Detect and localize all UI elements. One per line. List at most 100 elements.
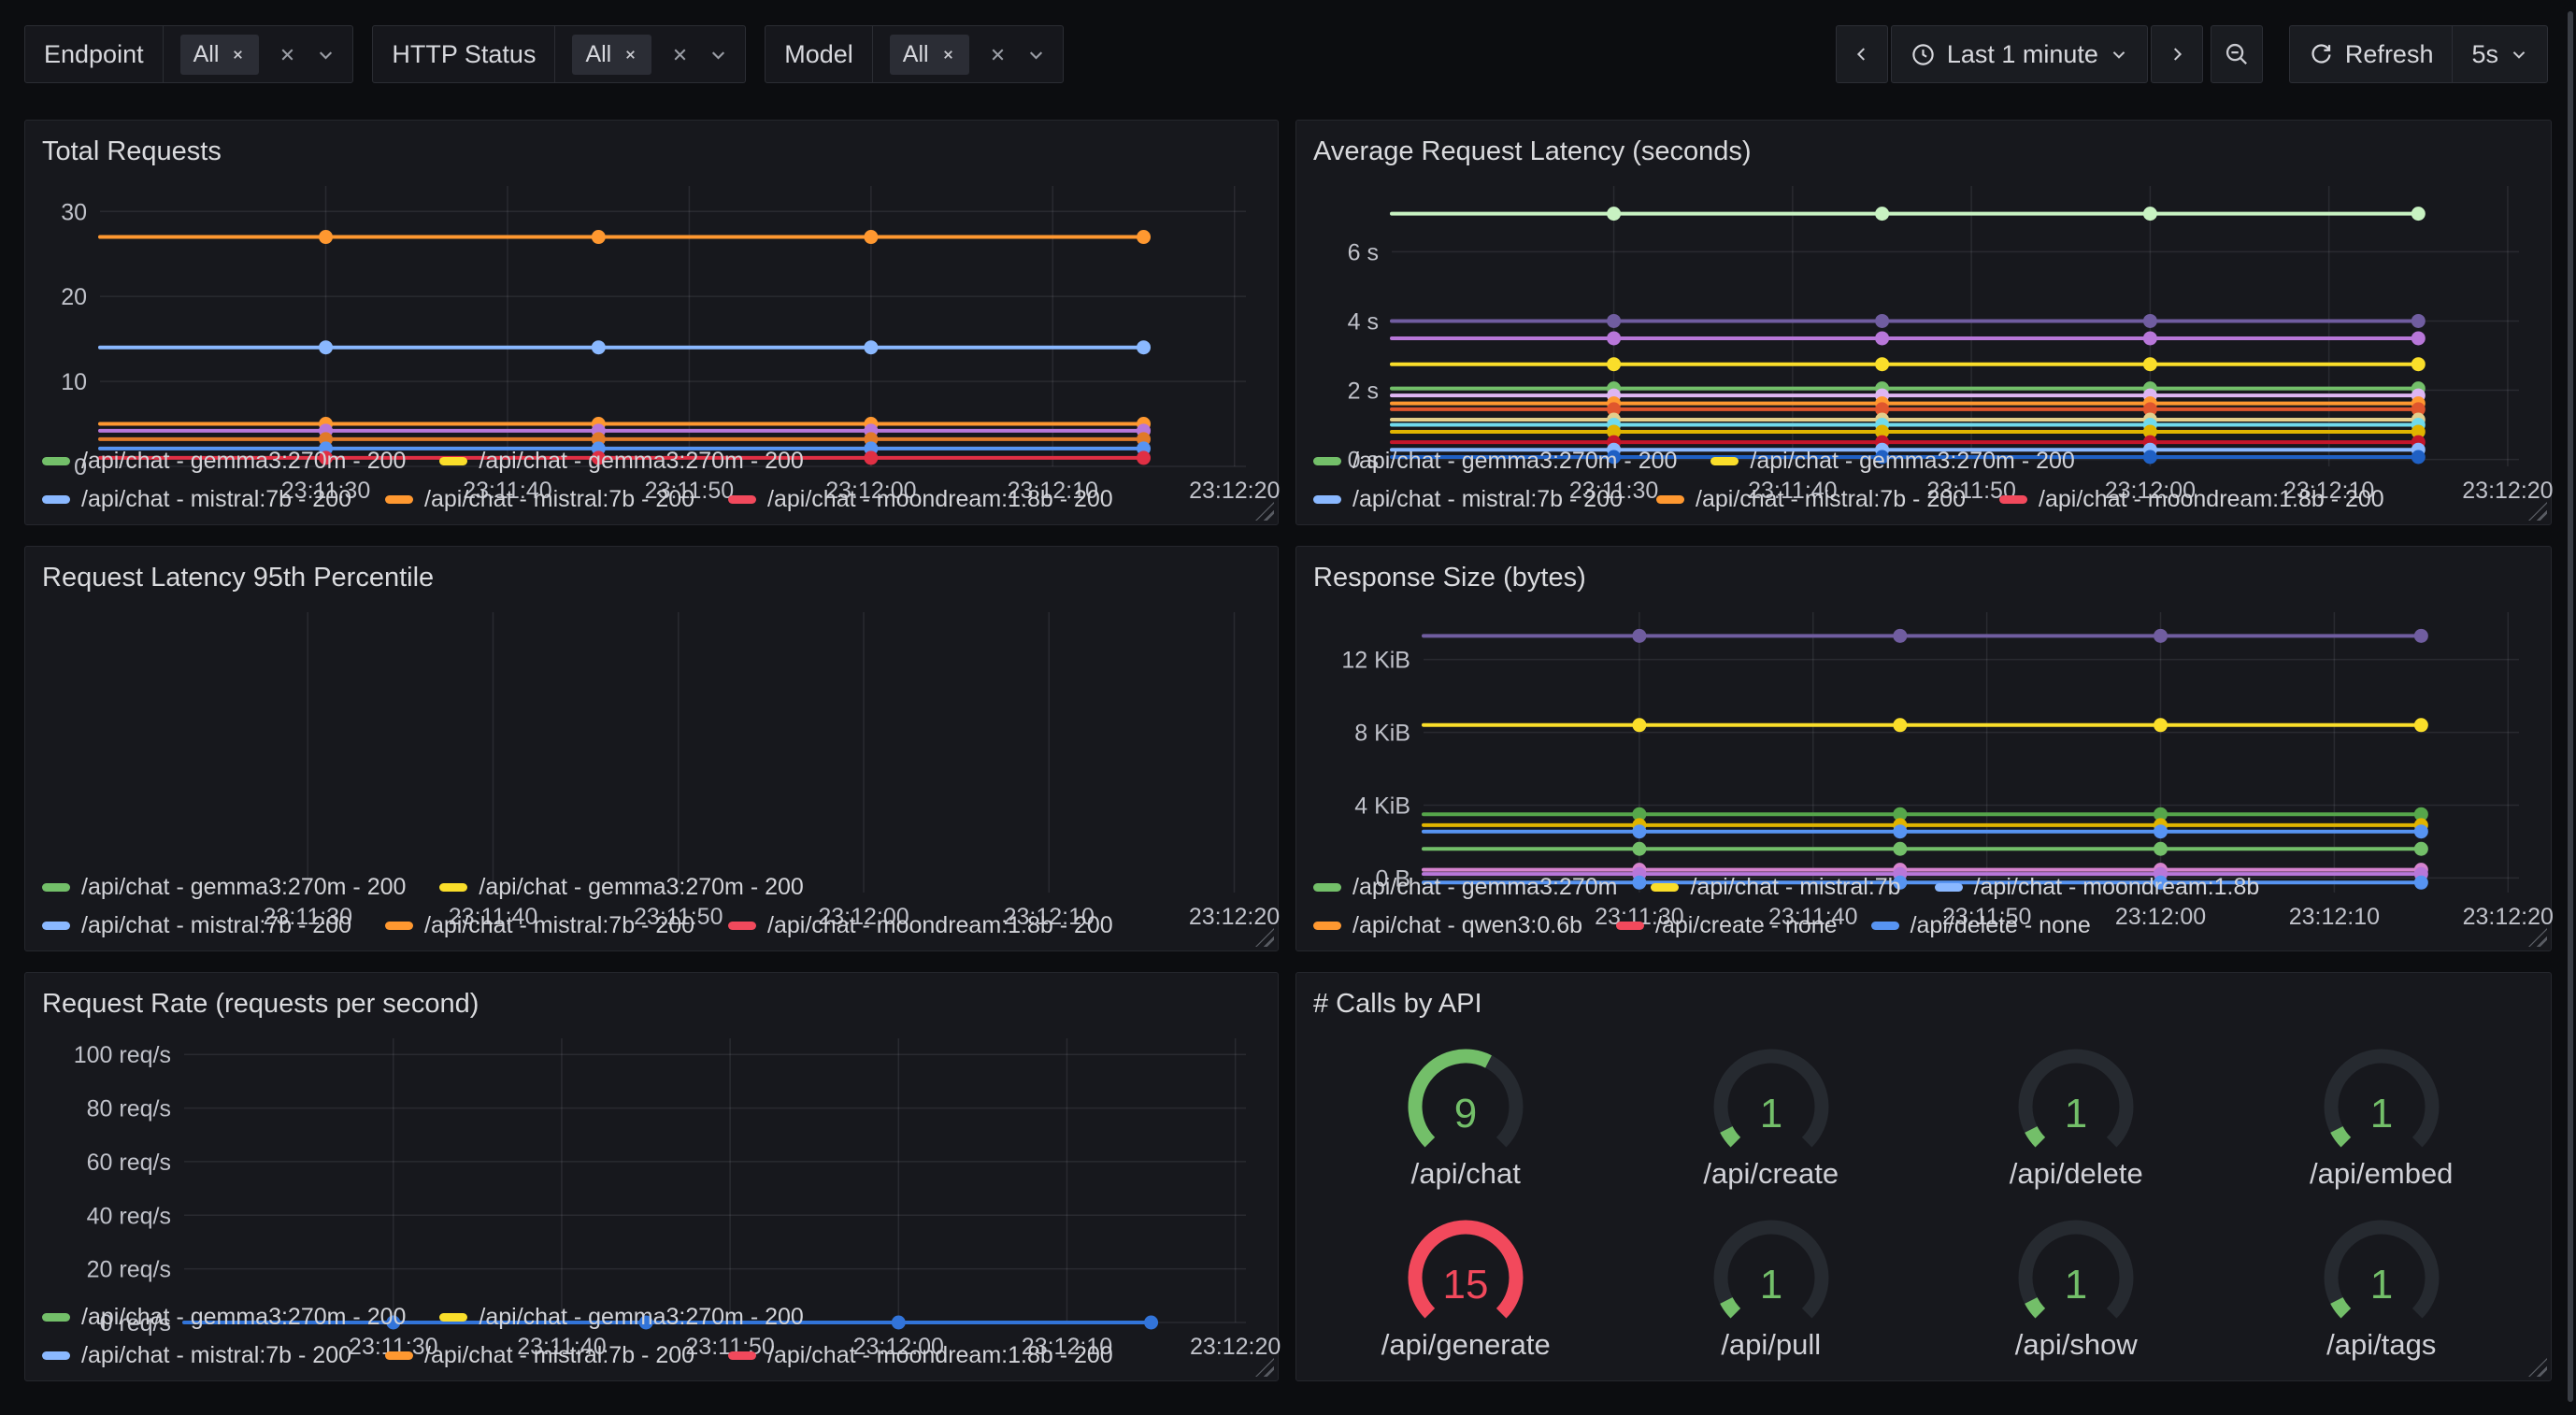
legend-swatch-icon xyxy=(42,922,70,930)
legend-item[interactable]: /api/chat - mistral:7b - 200 xyxy=(42,912,351,939)
legend-item[interactable]: /api/chat - moondream:1.8b - 200 xyxy=(728,1342,1113,1369)
legend-label: /api/chat - moondream:1.8b - 200 xyxy=(767,1342,1113,1368)
legend-item[interactable]: /api/chat - mistral:7b - 200 xyxy=(1313,486,1623,513)
gauge-api-embed: 1/api/embed xyxy=(2307,1036,2456,1191)
svg-text:20: 20 xyxy=(61,284,87,310)
legend-item[interactable]: /api/chat - mistral:7b - 200 xyxy=(385,912,694,939)
filter-http-status[interactable]: HTTP Status All xyxy=(372,25,747,83)
legend-item[interactable]: /api/chat - gemma3:270m - 200 xyxy=(439,448,804,475)
gauge-api-chat: 9/api/chat xyxy=(1391,1036,1540,1191)
svg-text:23:11:50: 23:11:50 xyxy=(1942,904,2031,930)
legend-item[interactable]: /api/chat - gemma3:270m - 200 xyxy=(42,1304,406,1331)
filter-clear-icon[interactable] xyxy=(988,45,1008,64)
panel-average-request-latency: Average Request Latency (seconds) 0 s 2 s… xyxy=(1295,120,2554,525)
filter-chip[interactable]: All xyxy=(179,34,260,75)
panel-title[interactable]: Request Latency 95th Percentile xyxy=(42,562,435,593)
legend-swatch-icon xyxy=(1870,922,1899,930)
filter-value-area[interactable]: All xyxy=(873,26,1063,82)
legend-item[interactable]: /api/chat - gemma3:270m - 200 xyxy=(439,874,804,901)
chart-total-requests[interactable]: 0 10 20 30 23:11:30 23:11:40 23:11:50 23:12:00 2… xyxy=(42,175,1280,504)
legend-row: /api/chat - mistral:7b - 200/api/chat - … xyxy=(42,486,1261,513)
gauge-value: 15 xyxy=(1443,1262,1489,1308)
legend-item[interactable]: /api/chat - mistral:7b - 200 xyxy=(1656,486,1966,513)
legend-item[interactable]: /api/chat - gemma3:270m - 200 xyxy=(1313,448,1677,475)
legend-item[interactable]: /api/chat - gemma3:270m xyxy=(1313,874,1617,901)
time-forward-button[interactable] xyxy=(2150,25,2203,83)
filter-chip[interactable]: All xyxy=(889,34,969,75)
gauge-label: /api/delete xyxy=(2009,1156,2143,1190)
chart-request-latency-p95[interactable]: 23:11:30 23:11:40 23:11:50 23:12:00 23:12:10… xyxy=(42,601,1280,930)
refresh-interval-dropdown[interactable]: 5s xyxy=(2452,25,2548,83)
legend-item[interactable]: /api/chat - mistral:7b - 200 xyxy=(385,486,694,513)
filter-clear-icon[interactable] xyxy=(278,45,297,64)
legend-item[interactable]: /api/chat - mistral:7b - 200 xyxy=(385,1342,694,1369)
filter-chip[interactable]: All xyxy=(572,34,652,75)
filter-value-area[interactable]: All xyxy=(164,26,353,82)
svg-text:23:12:00: 23:12:00 xyxy=(2105,478,2196,504)
legend-item[interactable]: /api/chat - qwen3:0.6b xyxy=(1313,912,1582,939)
chip-remove-icon[interactable] xyxy=(940,47,956,63)
legend-item[interactable]: /api/chat - mistral:7b - 200 xyxy=(42,486,351,513)
svg-text:4 s: 4 s xyxy=(1348,308,1379,335)
zoom-out-button[interactable] xyxy=(2210,25,2263,83)
chevron-down-icon[interactable] xyxy=(316,45,336,64)
legend-item[interactable]: /api/chat - moondream:1.8b - 200 xyxy=(728,912,1113,939)
legend-item[interactable]: /api/chat - moondream:1.8b - 200 xyxy=(1999,486,2384,513)
gauge-arc: 15 xyxy=(1408,1220,1524,1318)
chevron-down-icon[interactable] xyxy=(1026,45,1046,64)
legend-swatch-icon xyxy=(728,495,757,504)
svg-text:23:12:10: 23:12:10 xyxy=(1004,904,1095,930)
legend-item[interactable]: /api/chat - gemma3:270m - 200 xyxy=(42,448,406,475)
legend-label: /api/chat - mistral:7b - 200 xyxy=(424,912,695,938)
time-controls: Last 1 minute Refresh 5s xyxy=(1835,25,2548,83)
legend-label: /api/chat - mistral:7b - 200 xyxy=(1696,486,1967,512)
legend-item[interactable]: /api/chat - gemma3:270m - 200 xyxy=(42,874,406,901)
legend-item[interactable]: /api/chat - gemma3:270m - 200 xyxy=(1710,448,2075,475)
svg-text:23:12:00: 23:12:00 xyxy=(825,478,916,504)
svg-text:23:11:30: 23:11:30 xyxy=(1569,478,1658,504)
refresh-button[interactable]: Refresh xyxy=(2288,25,2453,83)
legend-item[interactable]: /api/chat - mistral:7b xyxy=(1651,874,1901,901)
time-back-button[interactable] xyxy=(1835,25,1888,83)
panel-title[interactable]: Average Request Latency (seconds) xyxy=(1313,136,1752,166)
chevron-down-icon[interactable] xyxy=(708,45,728,64)
legend-item[interactable]: /api/delete - none xyxy=(1870,912,2091,939)
filter-endpoint[interactable]: Endpoint All xyxy=(24,25,354,83)
refresh-group: Refresh 5s xyxy=(2288,25,2548,83)
chip-remove-icon[interactable] xyxy=(230,47,246,63)
legend-swatch-icon xyxy=(1313,457,1341,465)
legend-item[interactable]: /api/chat - moondream:1.8b - 200 xyxy=(728,486,1113,513)
panel-request-latency-p95: Request Latency 95th Percentile 23:11:30… xyxy=(24,546,1280,951)
panel-title[interactable]: Total Requests xyxy=(42,136,222,166)
scrollbar-thumb[interactable] xyxy=(2568,11,2573,1402)
gauge-api-generate: 15/api/generate xyxy=(1381,1207,1551,1362)
filter-value-area[interactable]: All xyxy=(555,26,745,82)
svg-text:23:11:30: 23:11:30 xyxy=(281,478,370,504)
svg-text:23:12:20: 23:12:20 xyxy=(2462,478,2553,504)
legend-swatch-icon xyxy=(728,922,757,930)
svg-text:23:12:10: 23:12:10 xyxy=(2283,478,2374,504)
panel-title[interactable]: # Calls by API xyxy=(1313,988,1482,1019)
panel-title[interactable]: Request Rate (requests per second) xyxy=(42,988,479,1019)
legend-item[interactable]: /api/create - none xyxy=(1616,912,1838,939)
chip-remove-icon[interactable] xyxy=(623,47,638,63)
gauge-arc: 1 xyxy=(1713,1049,1829,1147)
time-range-picker[interactable]: Last 1 minute xyxy=(1890,25,2148,83)
legend-item[interactable]: /api/chat - gemma3:270m - 200 xyxy=(439,1304,804,1331)
refresh-interval-label: 5s xyxy=(2471,39,2498,68)
panel-title[interactable]: Response Size (bytes) xyxy=(1313,562,1586,593)
filter-label: Model xyxy=(766,26,873,82)
legend-label: /api/chat - qwen3:0.6b xyxy=(1352,912,1582,938)
chart-request-rate[interactable]: 0 req/s 20 req/s 40 req/s 60 req/s 80 req/s 1… xyxy=(42,1027,1281,1360)
legend-item[interactable]: /api/chat - mistral:7b - 200 xyxy=(42,1342,351,1369)
filter-model[interactable]: Model All xyxy=(765,25,1064,83)
legend-label: /api/chat - gemma3:270m - 200 xyxy=(1750,448,2075,474)
svg-text:23:11:40: 23:11:40 xyxy=(1748,478,1837,504)
legend-label: /api/chat - mistral:7b - 200 xyxy=(81,1342,352,1368)
legend-item[interactable]: /api/chat - moondream:1.8b xyxy=(1934,874,2259,901)
filter-clear-icon[interactable] xyxy=(670,45,690,64)
svg-text:40 req/s: 40 req/s xyxy=(87,1203,171,1229)
gauge-api-delete: 1/api/delete xyxy=(2001,1036,2151,1191)
